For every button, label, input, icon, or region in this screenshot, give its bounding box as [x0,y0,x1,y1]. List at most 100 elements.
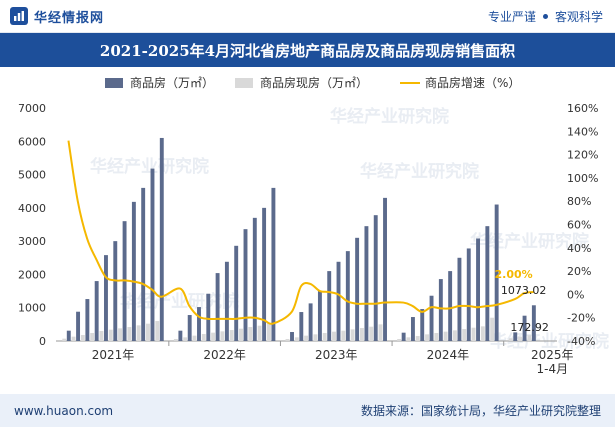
spot-bar [155,321,160,341]
spot-bar [136,325,141,341]
y-left-tick-label: 4000 [18,202,46,215]
main-bar [494,204,499,341]
y-right-tick-label: -40% [567,335,595,348]
main-bar [178,330,183,341]
spot-bar [471,327,476,341]
main-bar [327,271,332,341]
watermark-text: 华经产业研究院 [330,106,449,127]
main-bar [215,273,220,341]
legend-label-1: 商品房（万㎡） [130,75,214,90]
spot-bar [332,331,336,341]
combo-chart: 华经产业研究院华经产业研究院华经产业研究院华经产业研究院华经产业研究院华经产业研… [18,75,609,376]
main-bar [476,238,481,341]
legend: 商品房（万㎡） 商品房现房（万㎡） 商品房增速（%） [105,75,520,90]
y-right-tick-label: 40% [567,242,591,255]
spot-bar [99,331,104,341]
main-bar [345,251,350,341]
main-bar [438,279,443,341]
y-left-tick-label: 5000 [18,169,46,182]
main-bar [336,261,341,341]
watermark-text: 华经产业研究院 [470,231,589,252]
main-annotation: 1073.02 [501,284,547,297]
footer: www.huaon.com 数据来源：国家统计局，华经产业研究院整理 [0,394,615,427]
main-bar [299,312,304,341]
x-tick-label: 2024年 [427,348,470,362]
legend-swatch-1 [105,78,123,88]
spot-bar [508,338,513,341]
x-tick-label: 2025年 [531,348,574,362]
y-right-tick-label: 140% [567,125,598,138]
main-bars [66,137,536,341]
main-bar [308,303,313,341]
y-right-tick-label: 120% [567,149,598,162]
spot-bar [518,336,523,341]
chart-area: 华经产业研究院 华经产业研究院 华经产业研究院 华经产业研究院 华经产业研究院 华经产业研… [0,67,615,392]
main-bar [113,241,118,341]
main-bar [466,248,471,341]
spot-bar [239,328,243,341]
main-bar [234,245,239,341]
spot-bar [304,335,309,341]
spot-bar [229,330,234,341]
footer-url[interactable]: www.huaon.com [14,403,114,418]
growth-line-group [67,140,534,325]
main-bar [66,330,71,341]
main-bar [243,229,248,341]
annotations: 2.00% 1073.02 172.92 [495,268,549,334]
y-left-tick-label: 7000 [18,102,46,115]
spot-bar [201,334,206,341]
main-bar [141,187,146,341]
bar-chart-logo-icon [10,7,28,25]
slogan-tag-2: 客观科学 [554,9,603,24]
main-bar [94,281,99,341]
spot-bar [220,331,225,341]
spot-bar [462,329,467,341]
spot-bar [118,328,123,341]
chart-title: 2021-2025年4月河北省房地产商品房及商品房现房销售面积 [99,41,516,60]
brand[interactable]: 华经情报网 [10,7,104,26]
main-bar [252,217,257,341]
main-bar [290,332,294,341]
main-bar [513,332,518,341]
x-tick-label: 2023年 [315,348,358,362]
growth-annotation: 2.00% [495,268,533,281]
x-tick-label: 1-4月 [536,362,568,376]
y-right-tick-label: 20% [567,265,591,278]
y-right-tick-label: 80% [567,195,591,208]
spot-bar [322,333,327,341]
spot-bar [425,334,429,341]
y-left-tick-label: 2000 [18,268,46,281]
main-bar [131,201,136,341]
slogan-tags: 专业严谨 客观科学 [488,8,603,25]
x-tick-label: 2021年 [92,348,135,362]
y-left-tick-label: 6000 [18,135,46,148]
spot-bar [443,331,448,341]
main-bar [448,271,453,341]
y-left-tick-label: 0 [39,335,46,348]
main-bar [150,168,155,341]
separator-dot-icon [542,13,548,19]
footer-source: 数据来源：国家统计局，华经产业研究院整理 [360,404,601,418]
spot-bar [480,326,485,341]
main-bar [271,187,276,341]
y-left-tick-label: 3000 [18,235,46,248]
main-bar [85,299,90,341]
main-bar [197,307,201,341]
main-bar [159,137,164,341]
slogan-tag-1: 专业严谨 [487,9,536,24]
main-bar [76,311,81,341]
brand-name: 华经情报网 [34,10,105,26]
spot-bar [71,336,76,341]
main-bar [457,257,462,341]
main-bar [373,215,378,341]
y-left-tick-label: 1000 [18,302,46,315]
main-bar [531,305,536,341]
spot-bar [127,327,132,341]
growth-line [67,140,534,325]
watermark-text: 华经产业研究院 [120,291,239,312]
main-bar [420,309,425,341]
y-right-tick-label: -20% [567,312,595,325]
spot-bar [415,336,420,341]
spot-bar [62,338,67,341]
